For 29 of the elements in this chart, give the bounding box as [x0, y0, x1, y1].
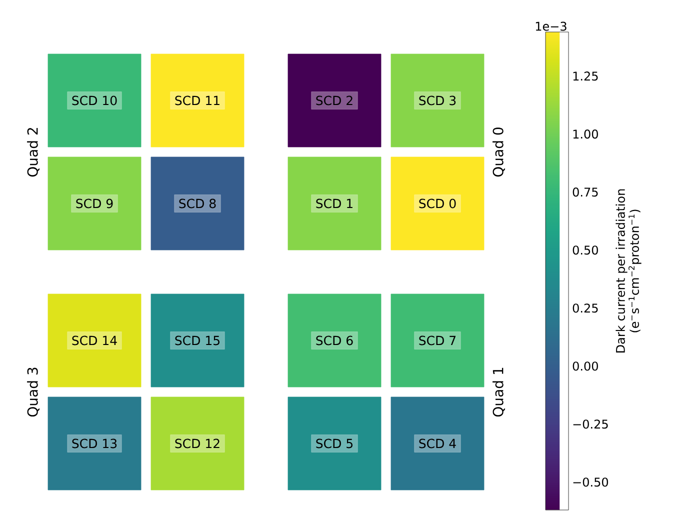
- text: Quad 1: [492, 368, 505, 417]
- data-label: SCD 15: [175, 336, 220, 346]
- data-label: SCD 1: [316, 198, 352, 208]
- data-label: SCD 3: [419, 96, 456, 106]
- data-label: SCD 14: [72, 336, 117, 346]
- data-label: SCD 11: [175, 96, 220, 106]
- color-bar-label: 1.25: [573, 72, 598, 81]
- data-label: SCD 2: [316, 96, 352, 106]
- data-label: SCD 5: [316, 438, 352, 448]
- color-bar-label: 0.00: [572, 362, 598, 371]
- data-label: SCD 4: [419, 438, 456, 448]
- color-bar-label: −0.50: [573, 478, 608, 487]
- text: Quad 2: [27, 128, 40, 177]
- text: Quad 3: [27, 368, 40, 417]
- text: 1e−3: [536, 22, 566, 31]
- color-bar-label: 0.75: [572, 188, 598, 197]
- data-label: SCD 12: [175, 438, 220, 448]
- color-bar-label: 1.00: [573, 130, 598, 139]
- color-bar-label: −0.25: [573, 420, 608, 429]
- color-bar-label: 0.25: [572, 304, 598, 313]
- text: Quad 0: [492, 128, 505, 177]
- data-label: SCD 9: [76, 198, 113, 208]
- data-label: SCD 7: [419, 336, 456, 346]
- data-label: SCD 6: [316, 336, 353, 346]
- data-label: SCD 13: [72, 438, 117, 448]
- data-label: SCD 0: [419, 198, 456, 208]
- color-bar-label: 0.50: [572, 246, 598, 255]
- data-label: SCD 8: [179, 198, 216, 208]
- data-label: SCD 10: [72, 96, 117, 106]
